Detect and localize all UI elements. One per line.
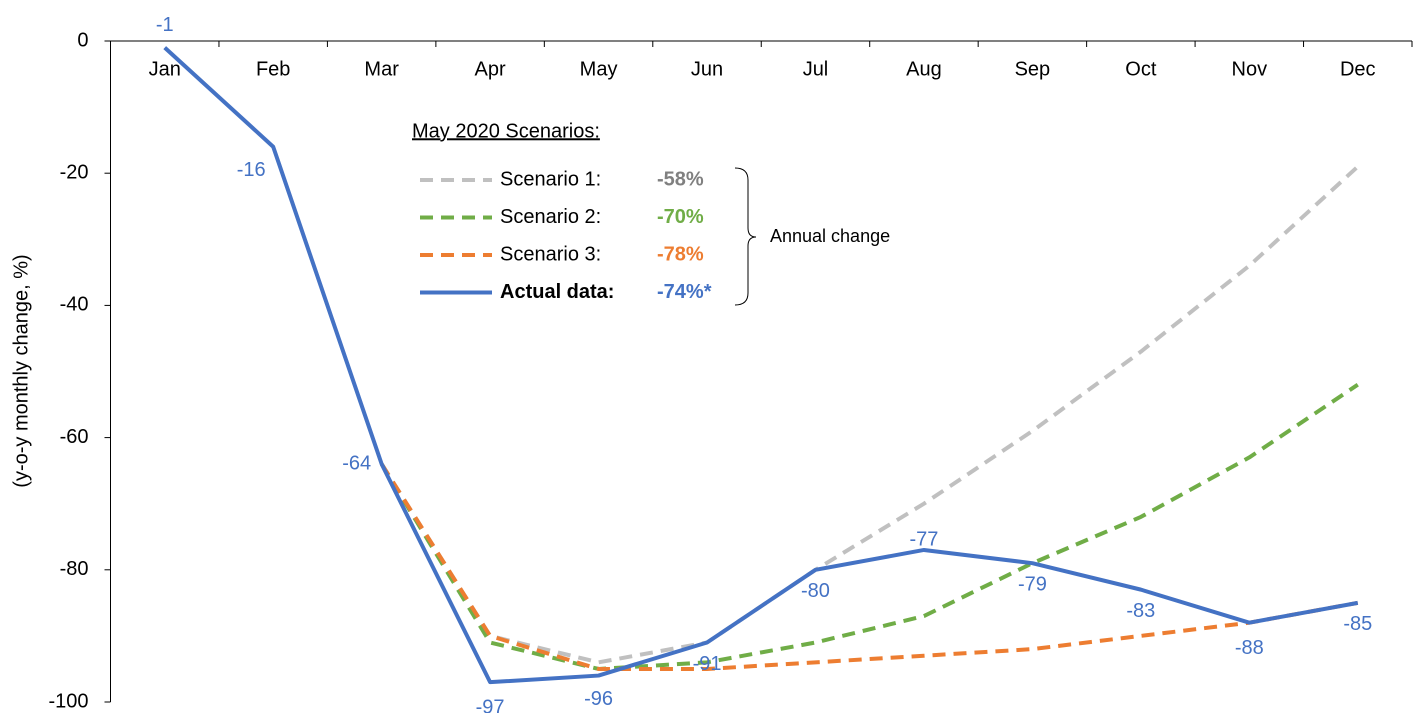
data-label: -85 <box>1343 613 1372 635</box>
y-tick-label: -60 <box>60 426 89 448</box>
x-tick-label: Mar <box>364 58 399 80</box>
legend-value: -58% <box>657 168 704 190</box>
x-tick-label: Sep <box>1015 58 1051 80</box>
data-label: -64 <box>342 452 371 474</box>
y-tick-label: -80 <box>60 558 89 580</box>
legend-label: Actual data: <box>500 281 614 303</box>
legend-label: Scenario 1: <box>500 168 601 190</box>
series-line <box>379 462 1359 671</box>
series-line <box>163 46 1359 685</box>
x-tick-label: Jun <box>691 58 723 80</box>
data-label: -16 <box>237 159 266 181</box>
legend-value: -74%* <box>657 281 712 303</box>
legend-title: May 2020 Scenarios: <box>412 120 600 142</box>
legend-bracket <box>734 167 757 306</box>
y-tick-label: -20 <box>60 161 89 183</box>
x-tick-label: Oct <box>1125 58 1157 80</box>
series-line <box>379 383 1359 671</box>
y-tick-label: -40 <box>60 294 89 316</box>
data-label: -80 <box>801 580 830 602</box>
data-label: -83 <box>1126 600 1155 622</box>
legend-note: Annual change <box>770 226 890 246</box>
x-tick-label: Jan <box>149 58 181 80</box>
y-tick-label: 0 <box>77 29 88 51</box>
data-label: -79 <box>1018 573 1047 595</box>
series-line <box>379 165 1360 665</box>
legend-label: Scenario 2: <box>500 206 601 228</box>
data-label: -1 <box>156 14 174 36</box>
data-label: -88 <box>1235 637 1264 659</box>
legend-value: -70% <box>657 206 704 228</box>
data-label: -77 <box>909 528 938 550</box>
x-tick-label: Feb <box>256 58 290 80</box>
y-axis-label: (y-o-y monthly change, %) <box>10 254 32 487</box>
legend-value: -78% <box>657 243 704 265</box>
legend-label: Scenario 3: <box>500 243 601 265</box>
y-tick-label: -100 <box>48 690 88 712</box>
x-tick-label: May <box>580 58 618 80</box>
x-tick-label: Aug <box>906 58 942 80</box>
data-label: -91 <box>693 653 722 675</box>
data-label: -96 <box>584 688 613 710</box>
x-tick-label: Dec <box>1340 58 1376 80</box>
x-tick-label: Jul <box>803 58 829 80</box>
data-label: -97 <box>476 696 505 713</box>
x-tick-label: Apr <box>475 58 506 80</box>
x-tick-label: Nov <box>1232 58 1268 80</box>
